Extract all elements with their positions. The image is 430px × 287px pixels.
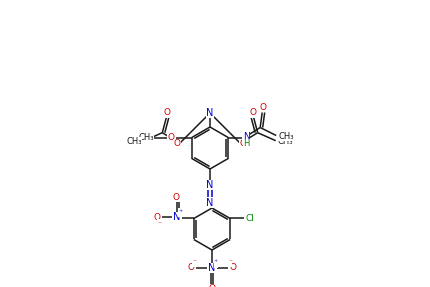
Text: ⁻: ⁻ [157, 219, 161, 228]
Text: N: N [206, 198, 213, 208]
Text: O: O [153, 213, 160, 222]
Text: N: N [173, 212, 180, 222]
Text: O: O [208, 284, 215, 287]
Text: N: N [208, 263, 215, 273]
Text: O: O [163, 108, 170, 117]
Text: CH₃: CH₃ [277, 137, 293, 146]
Text: O: O [172, 193, 179, 202]
Text: CH₃: CH₃ [138, 133, 153, 142]
Text: CH₃: CH₃ [126, 137, 142, 146]
Text: ⁻: ⁻ [191, 257, 196, 267]
Text: O: O [173, 139, 180, 148]
Text: ⁺: ⁺ [213, 259, 218, 267]
Text: N: N [242, 132, 249, 141]
Text: O: O [187, 263, 194, 272]
Text: CH₃: CH₃ [278, 132, 293, 141]
Text: N: N [206, 108, 213, 118]
Text: O: O [229, 263, 236, 272]
Text: H: H [243, 139, 249, 148]
Text: O: O [167, 133, 174, 142]
Text: N: N [206, 180, 213, 190]
Text: Cl: Cl [245, 214, 254, 223]
Text: ⁺: ⁺ [178, 208, 182, 217]
Text: O: O [249, 108, 255, 117]
Text: O: O [239, 139, 246, 148]
Text: O: O [259, 103, 266, 112]
Text: ⁻: ⁻ [227, 257, 231, 267]
